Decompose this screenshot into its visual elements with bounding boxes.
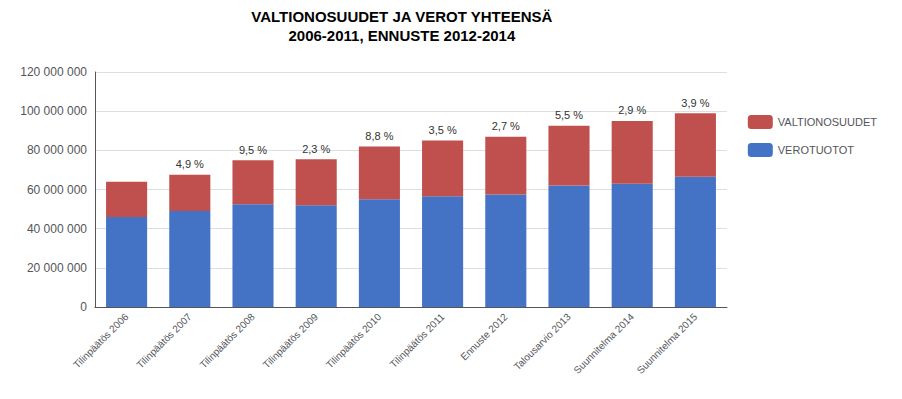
svg-text:2,7 %: 2,7 % <box>492 120 520 132</box>
svg-text:20 000 000: 20 000 000 <box>27 261 87 275</box>
svg-text:Tilinpäätös 2008: Tilinpäätös 2008 <box>198 311 258 371</box>
svg-text:Suunnitelma 2015: Suunnitelma 2015 <box>635 311 700 376</box>
svg-text:Tilinpäätös 2007: Tilinpäätös 2007 <box>134 311 194 371</box>
svg-text:60 000 000: 60 000 000 <box>27 183 87 197</box>
svg-text:2006-2011, ENNUSTE 2012-2014: 2006-2011, ENNUSTE 2012-2014 <box>288 27 515 44</box>
svg-text:8,8 %: 8,8 % <box>365 130 393 142</box>
svg-text:3,9 %: 3,9 % <box>681 97 709 109</box>
svg-text:9,5 %: 9,5 % <box>239 144 267 156</box>
svg-text:5,5 %: 5,5 % <box>555 109 583 121</box>
svg-text:Tilinpäätös 2010: Tilinpäätös 2010 <box>324 311 384 371</box>
svg-text:Tilinpäätös 2009: Tilinpäätös 2009 <box>261 311 321 371</box>
svg-text:VALTIONOSUUDET JA VEROT YHTEEN: VALTIONOSUUDET JA VEROT YHTEENSÄ <box>251 8 552 25</box>
svg-text:120 000 000: 120 000 000 <box>20 65 87 79</box>
svg-text:40 000 000: 40 000 000 <box>27 222 87 236</box>
svg-text:0: 0 <box>80 300 87 314</box>
svg-text:VEROTUOTOT: VEROTUOTOT <box>778 144 854 156</box>
svg-text:2,3 %: 2,3 % <box>302 143 330 155</box>
svg-text:Ennuste 2012: Ennuste 2012 <box>458 311 510 363</box>
svg-text:3,5 %: 3,5 % <box>429 124 457 136</box>
svg-text:4,9 %: 4,9 % <box>176 158 204 170</box>
svg-text:80 000 000: 80 000 000 <box>27 143 87 157</box>
svg-text:VALTIONOSUUDET: VALTIONOSUUDET <box>778 116 877 128</box>
svg-text:Suunnitelma 2014: Suunnitelma 2014 <box>571 311 636 376</box>
svg-text:2,9 %: 2,9 % <box>618 104 646 116</box>
svg-text:Tilinpäätös 2011: Tilinpäätös 2011 <box>388 311 447 370</box>
svg-text:Talousarvio 2013: Talousarvio 2013 <box>512 311 573 372</box>
svg-text:Tilinpäätös 2006: Tilinpäätös 2006 <box>71 311 131 371</box>
svg-text:100 000 000: 100 000 000 <box>20 104 87 118</box>
